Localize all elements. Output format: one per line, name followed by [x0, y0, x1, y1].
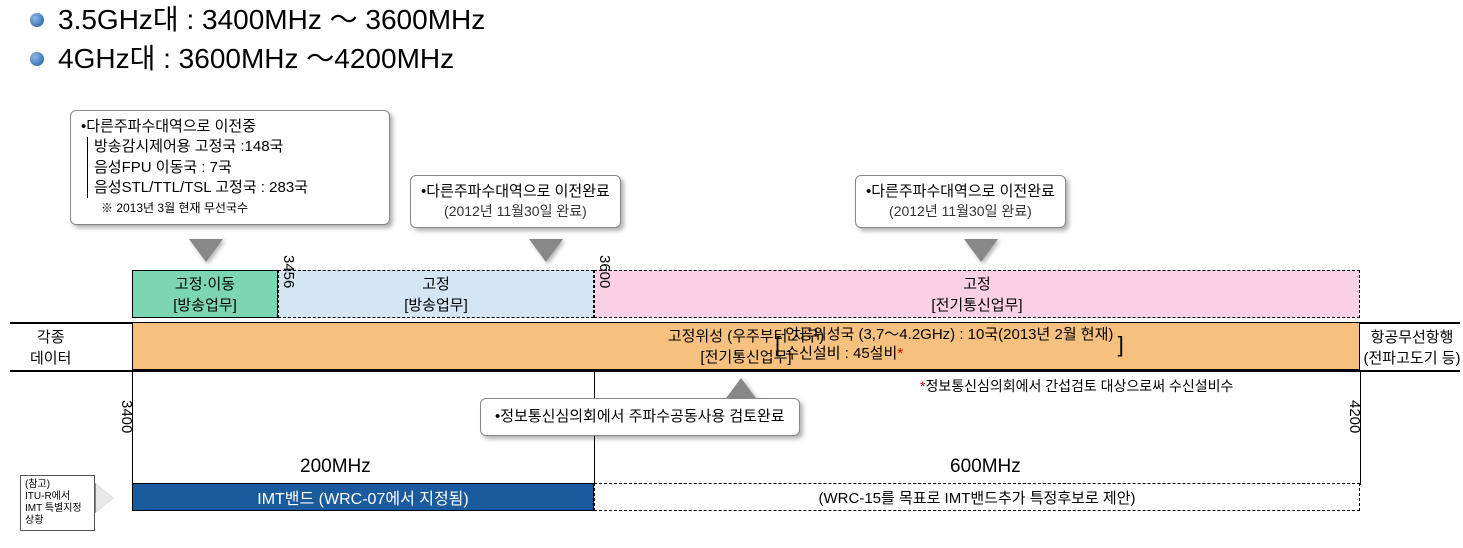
bandwidth-600mhz: 600MHz — [950, 456, 1021, 478]
callout-migration-in-progress: •다른주파수대역으로 이전중 방송감시제어용 고정국 :148국 음성FPU 이… — [70, 110, 390, 225]
callout3-arrow-icon — [965, 240, 997, 262]
left-axis-label: 각종 데이터 — [30, 326, 71, 368]
tick-3456: 3456 — [280, 255, 297, 288]
bandwidth-200mhz: 200MHz — [300, 456, 371, 478]
chart-bottom-line — [10, 370, 1460, 372]
callout1-note: ※ 2013년 3월 현재 무선국수 — [101, 201, 248, 215]
seg3-l2: [전기통신업무] — [595, 294, 1359, 315]
imt-proposal-bar: (WRC-15를 목표로 IMT밴드추가 특정후보로 제안) — [594, 483, 1360, 511]
segment-fixed-satellite: 고정위성 (우주부터 지구) [전기통신업무] — [132, 322, 1360, 370]
callout2-title: •다른주파수대역으로 이전완료 — [421, 182, 610, 202]
bullet-icon — [30, 13, 44, 27]
reference-arrow-icon — [96, 484, 114, 512]
reference-note-box: (참고) ITU-R에서 IMT 특별지정 상황 — [20, 475, 95, 531]
seg1-l2: [방송업무] — [133, 294, 277, 315]
callout2-sub: (2012년 11월30일 완료) — [421, 202, 610, 221]
seg3-l1: 고정 — [595, 273, 1359, 294]
ref-l1: (참고) — [25, 479, 50, 490]
callout1-title: •다른주파수대역으로 이전중 — [81, 117, 379, 137]
left-l1: 각종 — [37, 329, 65, 346]
tick-3600: 3600 — [596, 255, 613, 288]
callout2-arrow-icon — [530, 240, 562, 262]
ref-l4: 상황 — [25, 515, 43, 526]
sat-l1: 인공위성국 (3,7～4.2GHz) : 10국(2013년 2월 현재) — [785, 326, 1113, 343]
callout-migration-complete-1: •다른주파수대역으로 이전완료 (2012년 11월30일 완료) — [410, 175, 621, 228]
header-text-1: 3.5GHz대 : 3400MHz ～ 3600MHz — [58, 0, 485, 39]
sat-l2b: * — [897, 345, 903, 362]
bullet-icon — [30, 52, 44, 66]
seg1-l1: 고정·이동 — [133, 273, 277, 294]
right-l1: 항공무선항행 — [1371, 329, 1454, 346]
ref-l2: ITU-R에서 — [25, 491, 70, 502]
vline-4200 — [1360, 370, 1361, 485]
callout4-arrow-icon — [725, 378, 757, 400]
bracket-right-icon: ] — [1118, 332, 1124, 357]
footnote-text: 정보통신심의회에서 간섭검토 대상으로써 수신설비수 — [925, 378, 1233, 394]
callout-shared-use-review: •정보통신심의회에서 주파수공동사용 검토완료 — [480, 398, 800, 436]
callout1-l2: 음성FPU 이동국 : 7국 — [94, 159, 232, 176]
ref-l3: IMT 특별지정 — [25, 503, 82, 514]
left-l2: 데이터 — [30, 350, 71, 367]
header-line-1: 3.5GHz대 : 3400MHz ～ 3600MHz — [30, 0, 1463, 39]
callout3-sub: (2012년 11월30일 완료) — [866, 202, 1055, 221]
imt-band-label: IMT밴드 (WRC-07에서 지정됨) — [257, 485, 468, 509]
header-line-2: 4GHz대 : 3600MHz ～4200MHz — [30, 39, 1463, 78]
vline-3400 — [132, 370, 133, 485]
callout1-arrow-icon — [190, 240, 222, 262]
callout1-l1: 방송감시제어용 고정국 :148국 — [94, 138, 283, 155]
segment-fixed-broadcast: 고정 [방송업무] — [278, 270, 594, 318]
callout4-title: •정보통신심의회에서 주파수공동사용 검토완료 — [495, 408, 785, 425]
seg2-l2: [방송업무] — [279, 294, 593, 315]
callout-migration-complete-2: •다른주파수대역으로 이전완료 (2012년 11월30일 완료) — [855, 175, 1066, 228]
callout3-title: •다른주파수대역으로 이전완료 — [866, 182, 1055, 202]
satellite-info-box: [ 인공위성국 (3,7～4.2GHz) : 10국(2013년 2월 현재) … — [775, 326, 1124, 364]
header-text-2: 4GHz대 : 3600MHz ～4200MHz — [58, 39, 454, 78]
imt-band-bar: IMT밴드 (WRC-07에서 지정됨) — [132, 483, 594, 511]
right-l2: (전파고도기 등) — [1364, 350, 1461, 367]
callout1-l3: 음성STL/TTL/TSL 고정국 : 283국 — [94, 179, 308, 196]
seg2-l1: 고정 — [279, 273, 593, 294]
bracket-left-icon: [ — [775, 332, 781, 357]
right-axis-label: 항공무선항행 (전파고도기 등) — [1362, 326, 1462, 368]
footnote-interference: *정보통신심의회에서 간섭검토 대상으로써 수신설비수 — [920, 376, 1233, 396]
sat-l2a: 수신설비 : 45설비 — [785, 345, 897, 362]
callout1-bracket: 방송감시제어용 고정국 :148국 음성FPU 이동국 : 7국 음성STL/T… — [87, 137, 379, 198]
segment-fixed-telecom: 고정 [전기통신업무] — [594, 270, 1360, 318]
imt-proposal-label: (WRC-15를 목표로 IMT밴드추가 특정후보로 제안) — [819, 487, 1136, 508]
segment-fixed-mobile-broadcast: 고정·이동 [방송업무] — [132, 270, 278, 318]
